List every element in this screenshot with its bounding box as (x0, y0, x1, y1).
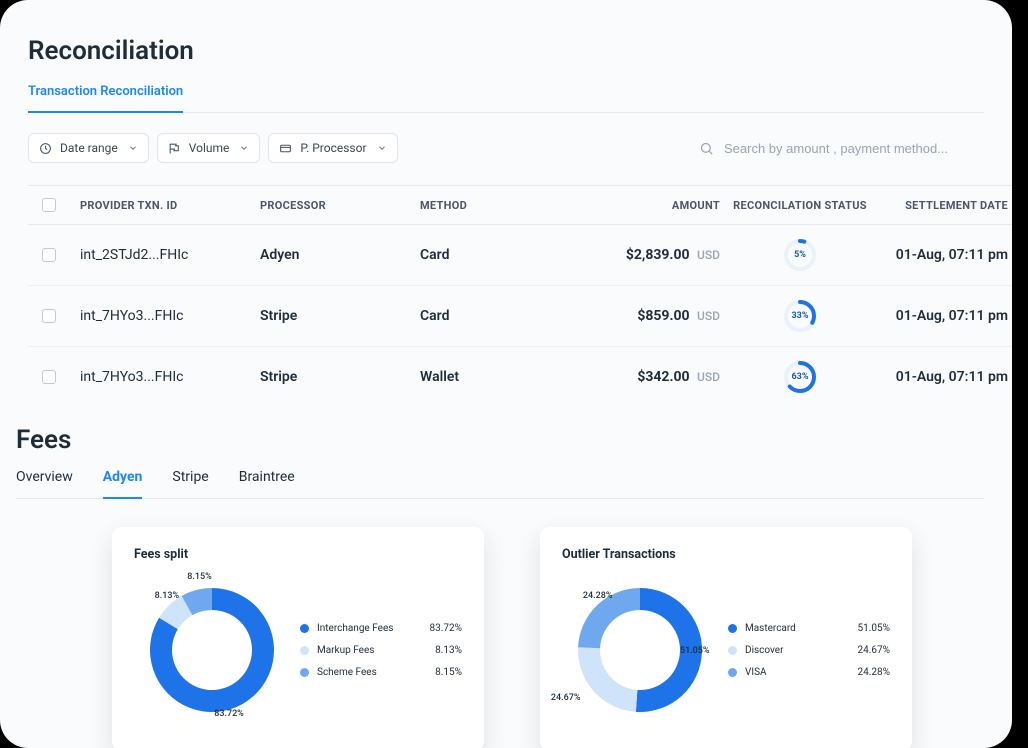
th-settlement: SETTLEMENT DATE (880, 199, 1012, 212)
cell-processor: Stripe (260, 308, 420, 324)
donut-chart: 83.72% 8.13% 8.15% (134, 572, 290, 728)
cell-provider-txn: int_7HYo3...FHIc (80, 369, 260, 385)
slice-label: 8.15% (187, 572, 211, 582)
cell-method: Card (420, 308, 580, 324)
filter-processor-label: P. Processor (300, 141, 366, 155)
table-row[interactable]: int_7HYo3...FHIcStripeCard$859.00 USD 33… (28, 286, 1012, 347)
filter-date-range-label: Date range (60, 141, 118, 155)
card-title: Fees split (134, 547, 462, 562)
th-processor: PROCESSOR (260, 199, 420, 212)
slice-label: 51.05% (680, 646, 710, 656)
select-all-checkbox[interactable] (42, 198, 56, 212)
flag-icon (168, 142, 181, 155)
donut-chart: 51.05%24.67%24.28% (562, 572, 718, 728)
fees-tabs: Overview Adyen Stripe Braintree (16, 469, 984, 499)
row-checkbox[interactable] (42, 309, 56, 323)
filter-processor[interactable]: P. Processor (268, 133, 397, 163)
cell-provider-txn: int_2STJd2...FHIc (80, 247, 260, 263)
chevron-down-icon (239, 143, 249, 153)
legend-row: VISA24.28% (728, 661, 890, 683)
row-checkbox[interactable] (42, 370, 56, 384)
legend-row: Mastercard51.05% (728, 617, 890, 639)
fees-cards-row: Fees split 83.72% 8.13% 8.15% Interchange Fe… (16, 527, 1012, 748)
cell-method: Wallet (420, 369, 580, 385)
slice-label: 83.72% (214, 709, 244, 719)
cell-amount: $859.00 USD (580, 308, 720, 324)
chevron-down-icon (128, 143, 138, 153)
cell-recon-status: 5% (720, 239, 880, 271)
cell-amount: $2,839.00 USD (580, 247, 720, 263)
fees-title: Fees (16, 425, 1012, 455)
legend: Mastercard51.05%Discover24.67%VISA24.28% (728, 617, 890, 683)
filter-row: Date range Volume P. Processor (28, 133, 984, 163)
filter-date-range[interactable]: Date range (28, 133, 149, 163)
th-provider-txn: PROVIDER TXN. ID (80, 199, 260, 212)
cell-recon-status: 63% (720, 361, 880, 393)
th-amount: AMOUNT (580, 199, 720, 212)
tab-transaction-reconciliation[interactable]: Transaction Reconciliation (28, 84, 183, 113)
search-wrap (699, 141, 984, 156)
chevron-down-icon (377, 143, 387, 153)
page-title: Reconciliation (28, 36, 1012, 66)
card-icon (279, 142, 292, 155)
fees-tab-stripe[interactable]: Stripe (172, 469, 208, 499)
transactions-table: PROVIDER TXN. ID PROCESSOR METHOD AMOUNT… (28, 185, 1012, 407)
clock-icon (39, 142, 52, 155)
cell-method: Card (420, 247, 580, 263)
reconciliation-tabs: Transaction Reconciliation (28, 84, 984, 113)
cell-provider-txn: int_7HYo3...FHIc (80, 308, 260, 324)
app-card: Reconciliation Transaction Reconciliatio… (0, 0, 1012, 748)
legend-row: Scheme Fees8.15% (300, 661, 462, 683)
row-checkbox[interactable] (42, 248, 56, 262)
legend: Interchange Fees83.72%Markup Fees8.13%Sc… (300, 617, 462, 683)
card-title: Outlier Transactions (562, 547, 890, 562)
cell-settlement: 01-Aug, 07:11 pm (880, 247, 1012, 263)
slice-label: 8.13% (155, 591, 179, 601)
fees-card: Outlier Transactions51.05%24.67%24.28%Ma… (540, 527, 912, 748)
legend-row: Interchange Fees83.72% (300, 617, 462, 639)
legend-row: Discover24.67% (728, 639, 890, 661)
cell-settlement: 01-Aug, 07:11 pm (880, 308, 1012, 324)
cell-processor: Stripe (260, 369, 420, 385)
filter-volume[interactable]: Volume (157, 133, 261, 163)
table-header: PROVIDER TXN. ID PROCESSOR METHOD AMOUNT… (28, 185, 1012, 225)
fees-section: Fees Overview Adyen Stripe Braintree Fees s… (16, 425, 1012, 748)
fees-tab-overview[interactable]: Overview (16, 469, 73, 499)
fees-tab-braintree[interactable]: Braintree (239, 469, 295, 499)
cell-amount: $342.00 USD (580, 369, 720, 385)
cell-processor: Adyen (260, 247, 420, 263)
fees-tab-adyen[interactable]: Adyen (103, 469, 143, 499)
search-icon (699, 141, 714, 156)
cell-recon-status: 33% (720, 300, 880, 332)
slice-label: 24.67% (551, 693, 581, 703)
slice-label: 24.28% (583, 591, 613, 601)
cell-settlement: 01-Aug, 07:11 pm (880, 369, 1012, 385)
reconciliation-section: Reconciliation Transaction Reconciliatio… (28, 36, 1012, 407)
fees-card: Fees split 83.72% 8.13% 8.15% Interchange Fe… (112, 527, 484, 748)
search-input[interactable] (724, 141, 984, 156)
th-recon-status: RECONCILATION STATUS (720, 199, 880, 212)
legend-row: Markup Fees8.13% (300, 639, 462, 661)
table-row[interactable]: int_2STJd2...FHIcAdyenCard$2,839.00 USD … (28, 225, 1012, 286)
table-row[interactable]: int_7HYo3...FHIcStripeWallet$342.00 USD … (28, 347, 1012, 407)
filter-volume-label: Volume (189, 141, 230, 155)
th-method: METHOD (420, 199, 580, 212)
